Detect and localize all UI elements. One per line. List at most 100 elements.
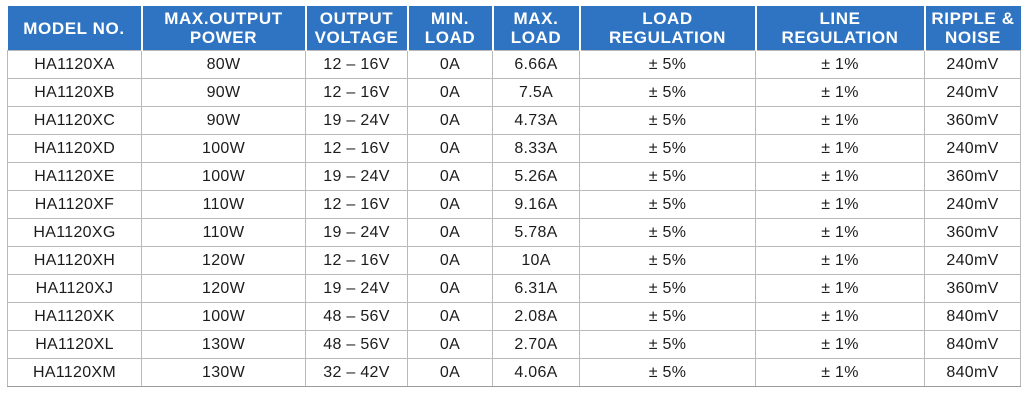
header-load-regulation: LOAD REGULATION xyxy=(578,6,757,51)
max-load-cell: 6.66A xyxy=(492,50,580,79)
max-load-cell: 5.26A xyxy=(492,162,580,191)
table-row: HA1120XM 130W 32 – 42V 0A 4.06A ± 5% ± 1% 840mV xyxy=(7,358,1021,387)
model-no-cell: HA1120XG xyxy=(7,218,142,247)
model-no-cell: HA1120XE xyxy=(7,162,142,191)
output-voltage-cell: 19 – 24V xyxy=(305,162,408,191)
ripple-noise-cell: 840mV xyxy=(924,358,1021,387)
header-max-load: MAX. LOAD xyxy=(491,6,581,51)
header-line-regulation: LINE REGULATION xyxy=(754,6,926,51)
max-output-power-cell: 130W xyxy=(141,358,306,387)
model-no-cell: HA1120XB xyxy=(7,78,142,107)
table-row: HA1120XF 110W 12 – 16V 0A 9.16A ± 5% ± 1% 240mV xyxy=(7,190,1021,219)
max-output-power-cell: 110W xyxy=(141,190,306,219)
ripple-noise-cell: 240mV xyxy=(924,78,1021,107)
load-regulation-cell: ± 5% xyxy=(579,162,756,191)
load-regulation-cell: ± 5% xyxy=(579,302,756,331)
model-no-cell: HA1120XK xyxy=(7,302,142,331)
max-output-power-cell: 100W xyxy=(141,302,306,331)
max-output-power-cell: 100W xyxy=(141,134,306,163)
max-output-power-cell: 90W xyxy=(141,106,306,135)
table-row: HA1120XK 100W 48 – 56V 0A 2.08A ± 5% ± 1% 840mV xyxy=(7,302,1021,331)
max-output-power-cell: 90W xyxy=(141,78,306,107)
max-output-power-cell: 120W xyxy=(141,246,306,275)
max-load-cell: 5.78A xyxy=(492,218,580,247)
model-no-cell: HA1120XF xyxy=(7,190,142,219)
line-regulation-cell: ± 1% xyxy=(755,78,925,107)
header-output-voltage: OUTPUT VOLTAGE xyxy=(304,6,409,51)
model-no-cell: HA1120XJ xyxy=(7,274,142,303)
load-regulation-cell: ± 5% xyxy=(579,246,756,275)
output-voltage-cell: 19 – 24V xyxy=(305,218,408,247)
output-voltage-cell: 12 – 16V xyxy=(305,246,408,275)
max-load-cell: 2.08A xyxy=(492,302,580,331)
ripple-noise-cell: 840mV xyxy=(924,302,1021,331)
min-load-cell: 0A xyxy=(407,274,493,303)
max-output-power-cell: 130W xyxy=(141,330,306,359)
max-load-cell: 10A xyxy=(492,246,580,275)
line-regulation-cell: ± 1% xyxy=(755,162,925,191)
load-regulation-cell: ± 5% xyxy=(579,274,756,303)
min-load-cell: 0A xyxy=(407,218,493,247)
ripple-noise-cell: 360mV xyxy=(924,274,1021,303)
load-regulation-cell: ± 5% xyxy=(579,78,756,107)
max-output-power-cell: 80W xyxy=(141,50,306,79)
model-no-cell: HA1120XM xyxy=(7,358,142,387)
ripple-noise-cell: 240mV xyxy=(924,190,1021,219)
model-no-cell: HA1120XL xyxy=(7,330,142,359)
line-regulation-cell: ± 1% xyxy=(755,218,925,247)
table-row: HA1120XC 90W 19 – 24V 0A 4.73A ± 5% ± 1% 360mV xyxy=(7,106,1021,135)
header-min-load: MIN. LOAD xyxy=(406,6,494,51)
min-load-cell: 0A xyxy=(407,190,493,219)
min-load-cell: 0A xyxy=(407,358,493,387)
max-load-cell: 4.06A xyxy=(492,358,580,387)
line-regulation-cell: ± 1% xyxy=(755,50,925,79)
max-load-cell: 4.73A xyxy=(492,106,580,135)
max-load-cell: 8.33A xyxy=(492,134,580,163)
spec-table: MODEL NO. MAX.OUTPUT POWER OUTPUT VOLTAG… xyxy=(7,6,1021,387)
load-regulation-cell: ± 5% xyxy=(579,190,756,219)
line-regulation-cell: ± 1% xyxy=(755,246,925,275)
output-voltage-cell: 12 – 16V xyxy=(305,78,408,107)
min-load-cell: 0A xyxy=(407,134,493,163)
output-voltage-cell: 48 – 56V xyxy=(305,330,408,359)
min-load-cell: 0A xyxy=(407,162,493,191)
output-voltage-cell: 48 – 56V xyxy=(305,302,408,331)
line-regulation-cell: ± 1% xyxy=(755,302,925,331)
load-regulation-cell: ± 5% xyxy=(579,106,756,135)
ripple-noise-cell: 240mV xyxy=(924,50,1021,79)
table-row: HA1120XA 80W 12 – 16V 0A 6.66A ± 5% ± 1% 240mV xyxy=(7,50,1021,79)
output-voltage-cell: 12 – 16V xyxy=(305,190,408,219)
load-regulation-cell: ± 5% xyxy=(579,330,756,359)
line-regulation-cell: ± 1% xyxy=(755,134,925,163)
header-max-output-power: MAX.OUTPUT POWER xyxy=(140,6,307,51)
min-load-cell: 0A xyxy=(407,330,493,359)
model-no-cell: HA1120XC xyxy=(7,106,142,135)
min-load-cell: 0A xyxy=(407,78,493,107)
line-regulation-cell: ± 1% xyxy=(755,358,925,387)
max-output-power-cell: 110W xyxy=(141,218,306,247)
header-row: MODEL NO. MAX.OUTPUT POWER OUTPUT VOLTAG… xyxy=(7,6,1021,51)
model-no-cell: HA1120XA xyxy=(7,50,142,79)
max-load-cell: 6.31A xyxy=(492,274,580,303)
ripple-noise-cell: 240mV xyxy=(924,134,1021,163)
ripple-noise-cell: 360mV xyxy=(924,218,1021,247)
max-load-cell: 2.70A xyxy=(492,330,580,359)
header-model-no: MODEL NO. xyxy=(7,6,143,51)
load-regulation-cell: ± 5% xyxy=(579,358,756,387)
max-load-cell: 9.16A xyxy=(492,190,580,219)
table-row: HA1120XE 100W 19 – 24V 0A 5.26A ± 5% ± 1% 360mV xyxy=(7,162,1021,191)
header-ripple-noise: RIPPLE & NOISE xyxy=(923,6,1021,51)
load-regulation-cell: ± 5% xyxy=(579,218,756,247)
table-row: HA1120XH 120W 12 – 16V 0A 10A ± 5% ± 1% 240mV xyxy=(7,246,1021,275)
table-row: HA1120XL 130W 48 – 56V 0A 2.70A ± 5% ± 1% 840mV xyxy=(7,330,1021,359)
ripple-noise-cell: 360mV xyxy=(924,162,1021,191)
model-no-cell: HA1120XD xyxy=(7,134,142,163)
min-load-cell: 0A xyxy=(407,246,493,275)
output-voltage-cell: 12 – 16V xyxy=(305,50,408,79)
table-row: HA1120XB 90W 12 – 16V 0A 7.5A ± 5% ± 1% 240mV xyxy=(7,78,1021,107)
table-body: HA1120XA 80W 12 – 16V 0A 6.66A ± 5% ± 1% 240mV H… xyxy=(7,50,1021,387)
load-regulation-cell: ± 5% xyxy=(579,134,756,163)
line-regulation-cell: ± 1% xyxy=(755,330,925,359)
output-voltage-cell: 32 – 42V xyxy=(305,358,408,387)
line-regulation-cell: ± 1% xyxy=(755,106,925,135)
